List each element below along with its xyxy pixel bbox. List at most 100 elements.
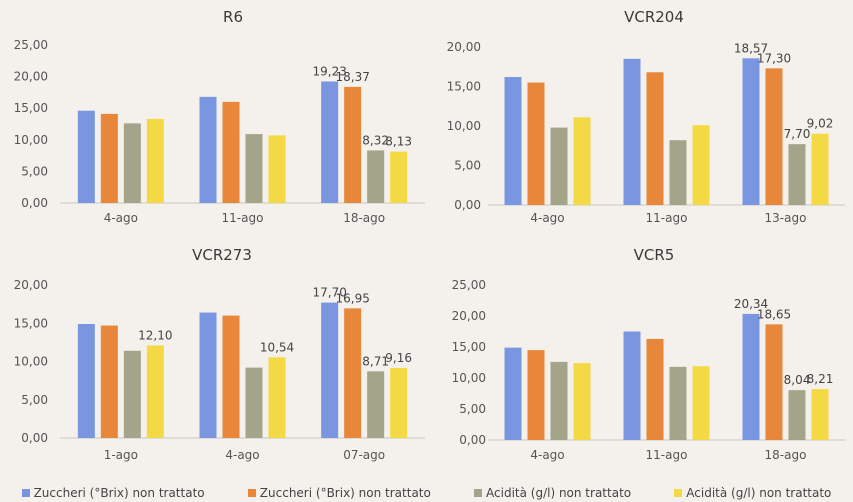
data-label: 9,02 — [807, 117, 834, 131]
bar-1-2-0 — [742, 58, 760, 206]
bar-0-1-1 — [222, 101, 240, 203]
bar-1-0-2 — [550, 127, 568, 205]
bar-3-2-1 — [765, 324, 783, 440]
bar-1-2-1 — [765, 68, 783, 205]
data-label: 7,70 — [784, 127, 811, 141]
bar-3-2-3 — [811, 389, 829, 440]
category-label: 4-ago — [104, 211, 138, 225]
y-tick-label: 25,00 — [452, 278, 486, 292]
data-label: 18,37 — [335, 70, 369, 84]
bar-3-1-1 — [646, 338, 664, 440]
data-label: 8,71 — [362, 354, 389, 368]
y-tick-label: 20,00 — [14, 70, 48, 84]
category-label: 13-ago — [765, 211, 807, 225]
bar-1-0-1 — [527, 82, 545, 205]
bar-3-0-0 — [504, 347, 522, 440]
bar-1-2-2 — [788, 144, 806, 205]
data-label: 8,04 — [784, 373, 811, 387]
y-tick-label: 15,00 — [447, 80, 481, 94]
y-tick-label: 0,00 — [21, 196, 48, 210]
bar-2-2-1 — [344, 308, 362, 438]
legend-item: Acidità (g/l) non trattato — [674, 486, 831, 500]
bar-2-1-1 — [222, 315, 240, 438]
legend-swatch — [674, 489, 683, 497]
chart-title: R6 — [223, 8, 243, 26]
data-label: 8,21 — [807, 372, 834, 386]
bar-2-0-0 — [77, 324, 95, 438]
bar-3-0-1 — [527, 350, 545, 440]
bar-3-2-0 — [742, 313, 760, 440]
legend-label: Zuccheri (°Brix) non trattato — [33, 486, 205, 500]
bar-0-1-0 — [199, 96, 217, 203]
y-tick-label: 5,00 — [21, 164, 48, 178]
y-tick-label: 20,00 — [14, 278, 48, 292]
chart-title: VCR204 — [624, 8, 684, 26]
y-tick-label: 20,00 — [447, 40, 481, 54]
y-tick-label: 20,00 — [452, 309, 486, 323]
data-label: 19,23 — [312, 64, 346, 78]
y-tick-label: 5,00 — [459, 402, 486, 416]
bar-2-1-2 — [245, 367, 263, 438]
legend-item: Zuccheri (°Brix) non trattato — [247, 486, 431, 500]
bar-3-0-2 — [550, 361, 568, 440]
bar-2-2-2 — [367, 371, 385, 438]
data-label: 17,30 — [757, 51, 791, 65]
legend-label: Zuccheri (°Brix) non trattato — [259, 486, 431, 500]
legend-swatch — [474, 489, 483, 497]
bar-1-1-1 — [646, 72, 664, 205]
bar-3-1-3 — [692, 366, 710, 440]
chart-panel-0: R6 0,00 5,00 10,00 15,00 20,00 25,00 4-ago 11-ag… — [14, 8, 425, 225]
category-label: 1-ago — [104, 448, 138, 462]
chart-title: VCR5 — [634, 246, 675, 264]
legend-swatch — [21, 489, 30, 497]
bar-0-1-3 — [268, 135, 286, 203]
bar-0-1-2 — [245, 134, 263, 203]
bar-2-0-3 — [146, 345, 164, 438]
y-tick-label: 15,00 — [14, 316, 48, 330]
legend: Zuccheri (°Brix) non trattato Zuccheri (°… — [0, 484, 853, 502]
bar-0-2-2 — [367, 150, 385, 203]
category-label: 11-ago — [222, 211, 264, 225]
category-label: 11-ago — [646, 211, 688, 225]
data-label: 10,54 — [260, 340, 294, 354]
y-tick-label: 10,00 — [452, 371, 486, 385]
bar-1-0-0 — [504, 77, 522, 205]
data-label: 20,34 — [734, 297, 768, 311]
bar-2-1-0 — [199, 312, 217, 438]
bar-0-0-3 — [146, 118, 164, 203]
bar-3-2-2 — [788, 390, 806, 440]
category-label: 4-ago — [225, 448, 259, 462]
bar-1-1-0 — [623, 58, 641, 205]
category-label: 18-ago — [343, 211, 385, 225]
data-label: 18,57 — [734, 41, 768, 55]
y-tick-label: 0,00 — [459, 433, 486, 447]
bar-2-2-0 — [321, 302, 339, 438]
legend-swatch — [247, 489, 256, 497]
legend-item: Zuccheri (°Brix) non trattato — [21, 486, 205, 500]
data-label: 9,16 — [385, 351, 412, 365]
bar-0-0-1 — [100, 113, 118, 203]
bar-0-0-2 — [123, 123, 141, 203]
data-label: 8,13 — [385, 135, 412, 149]
legend-label: Acidità (g/l) non trattato — [486, 486, 632, 500]
bar-3-0-3 — [573, 363, 591, 440]
category-label: 07-ago — [343, 448, 385, 462]
bar-1-2-3 — [811, 133, 829, 205]
bar-3-1-2 — [669, 366, 687, 440]
data-label: 18,65 — [757, 307, 791, 321]
y-tick-label: 15,00 — [14, 101, 48, 115]
bar-2-0-1 — [100, 325, 118, 438]
y-tick-label: 10,00 — [14, 133, 48, 147]
data-label: 17,70 — [312, 286, 346, 300]
chart-grid: R6 0,00 5,00 10,00 15,00 20,00 25,00 4-ago 11-ag… — [14, 8, 845, 462]
chart-panel-1: VCR204 0,00 5,00 10,00 15,00 20,00 4-ago 11-ago… — [447, 8, 845, 225]
data-label: 16,95 — [335, 291, 369, 305]
data-label: 8,32 — [362, 133, 389, 147]
y-tick-label: 10,00 — [14, 355, 48, 369]
y-tick-label: 5,00 — [21, 393, 48, 407]
category-label: 11-ago — [646, 448, 688, 462]
bar-1-0-3 — [573, 117, 591, 205]
y-tick-label: 10,00 — [447, 119, 481, 133]
bar-1-1-2 — [669, 140, 687, 205]
bar-3-1-0 — [623, 331, 641, 440]
